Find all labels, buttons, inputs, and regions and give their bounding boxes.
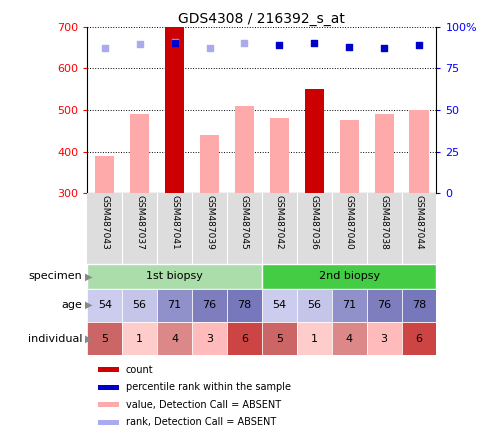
- Text: 71: 71: [341, 300, 356, 310]
- Bar: [366, 289, 401, 322]
- Bar: [366, 322, 401, 355]
- Text: count: count: [125, 365, 153, 375]
- Text: GSM487043: GSM487043: [100, 194, 109, 250]
- Text: 6: 6: [415, 333, 422, 344]
- Point: [205, 45, 213, 52]
- Bar: [234, 106, 254, 193]
- Text: individual: individual: [28, 333, 82, 344]
- Text: GSM487039: GSM487039: [205, 194, 213, 250]
- Bar: [122, 322, 157, 355]
- Text: GSM487045: GSM487045: [240, 194, 248, 250]
- Bar: [87, 289, 122, 322]
- Bar: [98, 367, 119, 372]
- Bar: [261, 289, 296, 322]
- Bar: [304, 89, 323, 193]
- Bar: [95, 156, 114, 193]
- Text: 3: 3: [380, 333, 387, 344]
- Text: 76: 76: [202, 300, 216, 310]
- Bar: [227, 322, 261, 355]
- Bar: [401, 322, 436, 355]
- Text: percentile rank within the sample: percentile rank within the sample: [125, 382, 290, 392]
- Text: 54: 54: [97, 300, 112, 310]
- Text: 1st biopsy: 1st biopsy: [146, 271, 203, 281]
- Bar: [408, 110, 428, 193]
- Text: 56: 56: [133, 300, 146, 310]
- Bar: [98, 420, 119, 425]
- Text: GSM487037: GSM487037: [135, 194, 144, 250]
- Bar: [331, 289, 366, 322]
- Text: 4: 4: [171, 333, 178, 344]
- Text: 3: 3: [206, 333, 212, 344]
- Bar: [122, 289, 157, 322]
- Text: 6: 6: [241, 333, 247, 344]
- Bar: [401, 289, 436, 322]
- Text: GSM487042: GSM487042: [274, 194, 283, 249]
- Point: [170, 40, 178, 47]
- Bar: [269, 118, 288, 193]
- Bar: [374, 114, 393, 193]
- Bar: [192, 322, 227, 355]
- Point: [414, 42, 422, 49]
- Point: [240, 40, 248, 47]
- Text: 71: 71: [167, 300, 182, 310]
- Bar: [261, 322, 296, 355]
- Text: 5: 5: [275, 333, 282, 344]
- Bar: [339, 120, 358, 193]
- Bar: [296, 289, 331, 322]
- Point: [345, 44, 352, 51]
- Point: [310, 40, 318, 47]
- Text: ▶: ▶: [85, 333, 92, 344]
- Bar: [199, 135, 219, 193]
- Text: 54: 54: [272, 300, 286, 310]
- Bar: [87, 322, 122, 355]
- Text: 56: 56: [307, 300, 320, 310]
- Text: 78: 78: [237, 300, 251, 310]
- Point: [275, 42, 283, 49]
- Text: 76: 76: [376, 300, 391, 310]
- Text: GSM487036: GSM487036: [309, 194, 318, 250]
- Bar: [165, 27, 184, 193]
- Bar: [227, 289, 261, 322]
- Text: 5: 5: [101, 333, 108, 344]
- Text: ▶: ▶: [85, 271, 92, 281]
- Text: rank, Detection Call = ABSENT: rank, Detection Call = ABSENT: [125, 417, 275, 427]
- Point: [379, 45, 387, 52]
- Bar: [87, 264, 261, 289]
- Bar: [331, 322, 366, 355]
- Text: specimen: specimen: [29, 271, 82, 281]
- Text: age: age: [61, 300, 82, 310]
- Bar: [130, 114, 149, 193]
- Bar: [157, 322, 192, 355]
- Text: ▶: ▶: [85, 300, 92, 310]
- Bar: [296, 322, 331, 355]
- Text: 1: 1: [136, 333, 143, 344]
- Bar: [157, 289, 192, 322]
- Point: [136, 40, 143, 48]
- Title: GDS4308 / 216392_s_at: GDS4308 / 216392_s_at: [178, 12, 345, 26]
- Point: [101, 45, 108, 52]
- Text: GSM487038: GSM487038: [379, 194, 388, 250]
- Text: GSM487041: GSM487041: [170, 194, 179, 250]
- Text: 1: 1: [310, 333, 317, 344]
- Text: 2nd biopsy: 2nd biopsy: [318, 271, 379, 281]
- Point: [170, 39, 178, 46]
- Bar: [261, 264, 436, 289]
- Text: GSM487040: GSM487040: [344, 194, 353, 250]
- Text: 4: 4: [345, 333, 352, 344]
- Bar: [98, 385, 119, 389]
- Text: GSM487044: GSM487044: [414, 194, 423, 249]
- Text: value, Detection Call = ABSENT: value, Detection Call = ABSENT: [125, 400, 280, 410]
- Bar: [192, 289, 227, 322]
- Bar: [98, 402, 119, 407]
- Text: 78: 78: [411, 300, 425, 310]
